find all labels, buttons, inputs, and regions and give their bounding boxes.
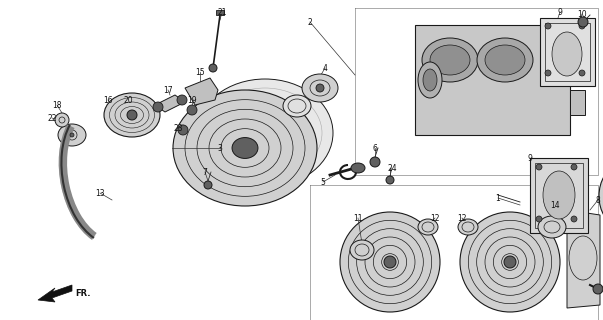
Text: 4: 4 bbox=[323, 63, 327, 73]
Text: 1: 1 bbox=[496, 194, 500, 203]
Ellipse shape bbox=[283, 95, 311, 117]
Text: 19: 19 bbox=[187, 95, 197, 105]
Text: 9: 9 bbox=[558, 7, 563, 17]
Circle shape bbox=[593, 284, 603, 294]
Bar bbox=[216, 10, 224, 15]
Circle shape bbox=[316, 84, 324, 92]
Ellipse shape bbox=[430, 45, 470, 75]
Bar bbox=[530, 158, 588, 233]
Text: 14: 14 bbox=[550, 201, 560, 210]
Ellipse shape bbox=[543, 171, 575, 219]
Polygon shape bbox=[38, 285, 72, 302]
Circle shape bbox=[460, 212, 560, 312]
Ellipse shape bbox=[485, 45, 525, 75]
Ellipse shape bbox=[422, 38, 478, 82]
Ellipse shape bbox=[552, 32, 582, 76]
Text: 10: 10 bbox=[577, 10, 587, 19]
Text: 2: 2 bbox=[308, 18, 312, 27]
Bar bbox=[570, 45, 585, 70]
Text: FR.: FR. bbox=[75, 290, 90, 299]
Text: 5: 5 bbox=[321, 178, 326, 187]
Ellipse shape bbox=[58, 124, 86, 146]
Text: 21: 21 bbox=[217, 7, 227, 17]
Text: 8: 8 bbox=[596, 196, 601, 204]
Text: 24: 24 bbox=[387, 164, 397, 172]
Text: 13: 13 bbox=[95, 188, 105, 197]
Circle shape bbox=[579, 23, 585, 29]
Text: 9: 9 bbox=[528, 154, 532, 163]
Circle shape bbox=[370, 157, 380, 167]
Text: 18: 18 bbox=[52, 100, 62, 109]
Circle shape bbox=[178, 125, 188, 135]
Text: 16: 16 bbox=[103, 95, 113, 105]
Circle shape bbox=[55, 113, 69, 127]
Text: 7: 7 bbox=[203, 167, 207, 177]
Ellipse shape bbox=[418, 219, 438, 235]
Circle shape bbox=[545, 23, 551, 29]
Circle shape bbox=[504, 256, 516, 268]
Ellipse shape bbox=[458, 219, 478, 235]
Ellipse shape bbox=[302, 74, 338, 102]
Ellipse shape bbox=[599, 168, 603, 224]
Circle shape bbox=[578, 17, 588, 27]
Circle shape bbox=[536, 216, 542, 222]
Circle shape bbox=[545, 70, 551, 76]
Circle shape bbox=[340, 212, 440, 312]
Text: 17: 17 bbox=[163, 85, 173, 94]
Circle shape bbox=[571, 164, 577, 170]
Text: 6: 6 bbox=[373, 143, 377, 153]
Text: 15: 15 bbox=[195, 68, 205, 76]
Bar bbox=[415, 25, 570, 135]
Bar bbox=[545, 23, 590, 81]
Circle shape bbox=[177, 95, 187, 105]
Circle shape bbox=[127, 110, 137, 120]
Polygon shape bbox=[155, 95, 185, 112]
Bar bbox=[570, 90, 585, 115]
Ellipse shape bbox=[197, 79, 333, 187]
Text: 20: 20 bbox=[123, 95, 133, 105]
Circle shape bbox=[536, 164, 542, 170]
Text: 23: 23 bbox=[173, 124, 183, 132]
Ellipse shape bbox=[351, 163, 365, 173]
Text: 3: 3 bbox=[218, 143, 223, 153]
Ellipse shape bbox=[104, 93, 160, 137]
Ellipse shape bbox=[232, 138, 258, 158]
Polygon shape bbox=[185, 78, 218, 105]
Bar bbox=[535, 163, 583, 228]
Ellipse shape bbox=[418, 62, 442, 98]
Bar bbox=[540, 18, 595, 86]
Circle shape bbox=[384, 256, 396, 268]
Text: 12: 12 bbox=[431, 213, 440, 222]
Circle shape bbox=[579, 70, 585, 76]
Circle shape bbox=[571, 216, 577, 222]
Text: 22: 22 bbox=[47, 114, 57, 123]
Text: 12: 12 bbox=[457, 213, 467, 222]
Circle shape bbox=[204, 181, 212, 189]
Ellipse shape bbox=[173, 90, 317, 206]
Ellipse shape bbox=[350, 240, 374, 260]
Circle shape bbox=[187, 105, 197, 115]
Circle shape bbox=[386, 176, 394, 184]
Circle shape bbox=[70, 133, 74, 137]
Text: 11: 11 bbox=[353, 213, 363, 222]
Ellipse shape bbox=[538, 216, 566, 238]
Circle shape bbox=[209, 64, 217, 72]
Ellipse shape bbox=[423, 69, 437, 91]
Circle shape bbox=[153, 102, 163, 112]
Ellipse shape bbox=[477, 38, 533, 82]
Polygon shape bbox=[567, 210, 600, 308]
